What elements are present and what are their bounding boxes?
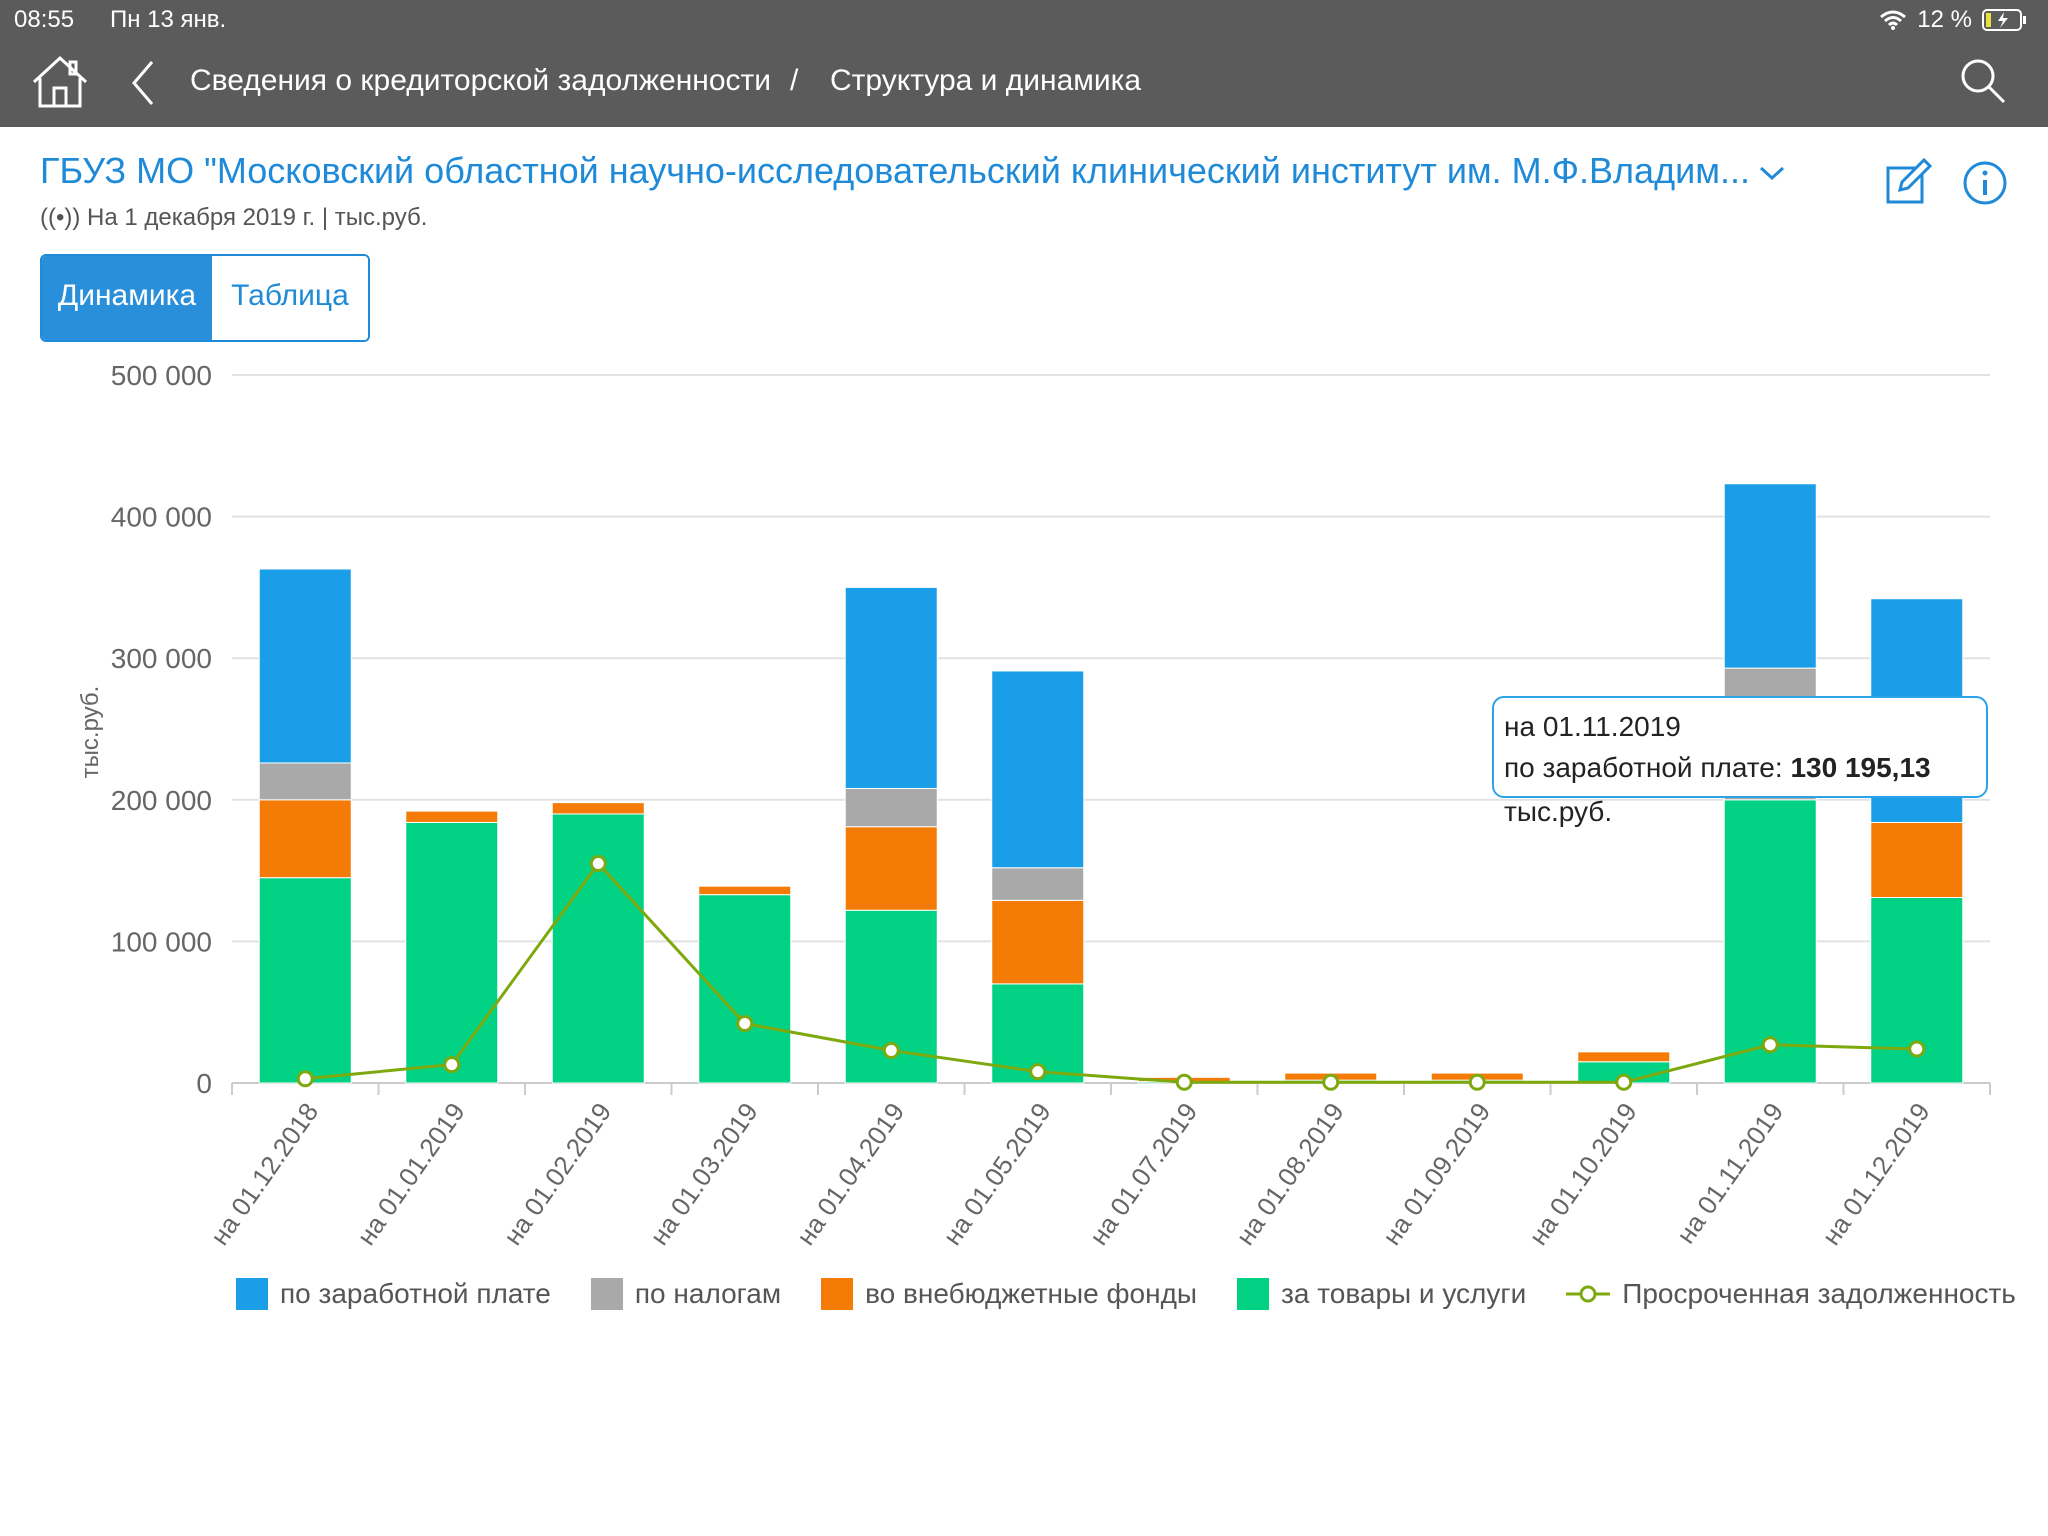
top-bar: 08:55 Пн 13 янв. 12 % Сведения о кредито… — [0, 0, 2048, 127]
overdue-point — [1615, 1073, 1633, 1091]
status-indicators: 12 % — [1879, 6, 2028, 34]
x-tick-label: на 01.05.2019 — [937, 1097, 1057, 1250]
bar-segment — [405, 821, 499, 1084]
y-tick-label: 500 000 — [111, 360, 212, 391]
y-tick-label: 400 000 — [111, 502, 212, 533]
bar-segment — [551, 813, 645, 1084]
x-tick-label: на 01.03.2019 — [644, 1097, 764, 1250]
x-tick-label: на 01.12.2019 — [1816, 1097, 1936, 1250]
tab-table[interactable]: Таблица — [212, 256, 368, 340]
overdue-point — [882, 1041, 900, 1059]
info-icon[interactable] — [1962, 160, 2008, 206]
chart-legend: по заработной плате по налогам во внебюд… — [236, 1278, 2016, 1310]
legend-label: по заработной плате — [280, 1278, 551, 1309]
bar-segment — [1723, 799, 1817, 1084]
chevron-down-icon — [1759, 166, 1784, 181]
organization-selector[interactable]: ГБУЗ МО "Московский областной научно-исс… — [40, 150, 1840, 192]
x-tick-label: на 01.10.2019 — [1523, 1097, 1643, 1250]
bar-segment — [991, 867, 1085, 901]
breadcrumb-separator: / — [790, 64, 799, 97]
tooltip-date: на 01.11.2019 — [1504, 711, 1681, 742]
bar-segment — [1577, 1051, 1671, 1063]
overdue-point — [1175, 1073, 1193, 1091]
x-tick-label: на 01.04.2019 — [790, 1097, 910, 1250]
bar-segment — [698, 885, 792, 896]
y-axis-title: тыс.руб. — [77, 686, 104, 779]
report-date: На 1 декабря 2019 г. | тыс.руб. — [87, 204, 428, 231]
x-tick-label: на 01.02.2019 — [497, 1097, 617, 1250]
y-tick-label: 0 — [196, 1068, 212, 1099]
legend-label: за товары и услуги — [1281, 1278, 1527, 1309]
back-chevron-icon[interactable] — [128, 58, 158, 108]
legend-swatch — [590, 1278, 623, 1310]
organization-title: ГБУЗ МО "Московский областной научно-исс… — [40, 150, 1750, 191]
overdue-point — [1322, 1073, 1340, 1091]
y-tick-label: 100 000 — [111, 926, 212, 957]
legend-swatch — [821, 1278, 854, 1310]
bar-segment — [991, 670, 1085, 869]
report-date-line: ((•)) На 1 декабря 2019 г. | тыс.руб. — [40, 204, 427, 232]
overdue-point — [589, 855, 607, 873]
x-tick-label: на 01.08.2019 — [1230, 1097, 1350, 1250]
status-date: Пн 13 янв. — [110, 6, 227, 33]
y-tick-label: 300 000 — [111, 643, 212, 674]
bar-segment — [844, 787, 938, 828]
status-time: 08:55 — [14, 6, 75, 33]
overdue-point — [1908, 1040, 1926, 1058]
bar-segment — [844, 586, 938, 789]
legend-item-wages[interactable]: по заработной плате — [236, 1278, 551, 1310]
view-segmented-control: Динамика Таблица — [40, 254, 370, 342]
legend-item-funds[interactable]: во внебюджетные фонды — [821, 1278, 1197, 1310]
legend-item-goods[interactable]: за товары и услуги — [1237, 1278, 1526, 1310]
bar-segment — [258, 877, 352, 1084]
tab-dynamics[interactable]: Динамика — [42, 256, 212, 340]
bar-segment — [1723, 483, 1817, 669]
broadcast-icon: ((•)) — [40, 204, 81, 231]
breadcrumb-current: Структура и динамика — [830, 64, 1142, 97]
tooltip-value: 130 195,13 — [1790, 752, 1931, 783]
search-icon[interactable] — [1958, 56, 2008, 106]
legend-label: во внебюджетные фонды — [865, 1278, 1198, 1309]
chart-tooltip: на 01.11.2019 по заработной плате: 130 1… — [1492, 696, 1988, 827]
overdue-point — [736, 1015, 754, 1033]
battery-percent: 12 % — [1917, 6, 1972, 33]
battery-icon — [1982, 9, 2026, 31]
overdue-point — [296, 1070, 314, 1088]
legend-label: Просроченная задолженность — [1622, 1278, 2016, 1309]
tooltip-unit: тыс.руб. — [1504, 796, 1613, 827]
x-tick-label: на 01.12.2018 — [204, 1097, 324, 1250]
legend-label: по налогам — [634, 1278, 782, 1309]
bar-segment — [258, 799, 352, 879]
home-icon[interactable] — [30, 54, 90, 110]
x-tick-label: на 01.09.2019 — [1376, 1097, 1496, 1250]
overdue-point — [1761, 1036, 1779, 1054]
bar-segment — [991, 899, 1085, 985]
bar-segment — [258, 762, 352, 801]
bar-segment — [844, 826, 938, 911]
overdue-point — [1029, 1063, 1047, 1081]
overdue-line — [305, 861, 1917, 1084]
bar-segment — [258, 568, 352, 764]
overdue-point — [443, 1056, 461, 1074]
breadcrumb-parent[interactable]: Сведения о кредиторской задолженности — [190, 64, 772, 97]
legend-item-taxes[interactable]: по налогам — [590, 1278, 782, 1310]
x-tick-label: на 01.01.2019 — [351, 1097, 471, 1250]
y-tick-label: 200 000 — [111, 785, 212, 816]
wifi-icon — [1880, 10, 1907, 30]
tooltip-label: по заработной плате: — [1504, 752, 1783, 783]
legend-line-marker — [1566, 1285, 1611, 1303]
bar-segment — [551, 802, 645, 815]
legend-swatch — [1237, 1278, 1270, 1310]
legend-item-overdue[interactable]: Просроченная задолженность — [1566, 1278, 2016, 1310]
x-tick-label: на 01.11.2019 — [1670, 1097, 1789, 1249]
tooltip-body: по заработной плате: 130 195,13 тыс.руб. — [1504, 746, 1976, 834]
edit-icon[interactable] — [1884, 158, 1932, 206]
debt-chart: 0 100 000 200 000 300 000 400 000 500 000 тыс.… — [77, 360, 1991, 1251]
overdue-point — [1468, 1073, 1486, 1091]
bar-segment — [1870, 821, 1964, 899]
bar-segment — [405, 810, 499, 823]
x-tick-label: на 01.07.2019 — [1083, 1097, 1203, 1250]
legend-swatch — [236, 1278, 268, 1310]
